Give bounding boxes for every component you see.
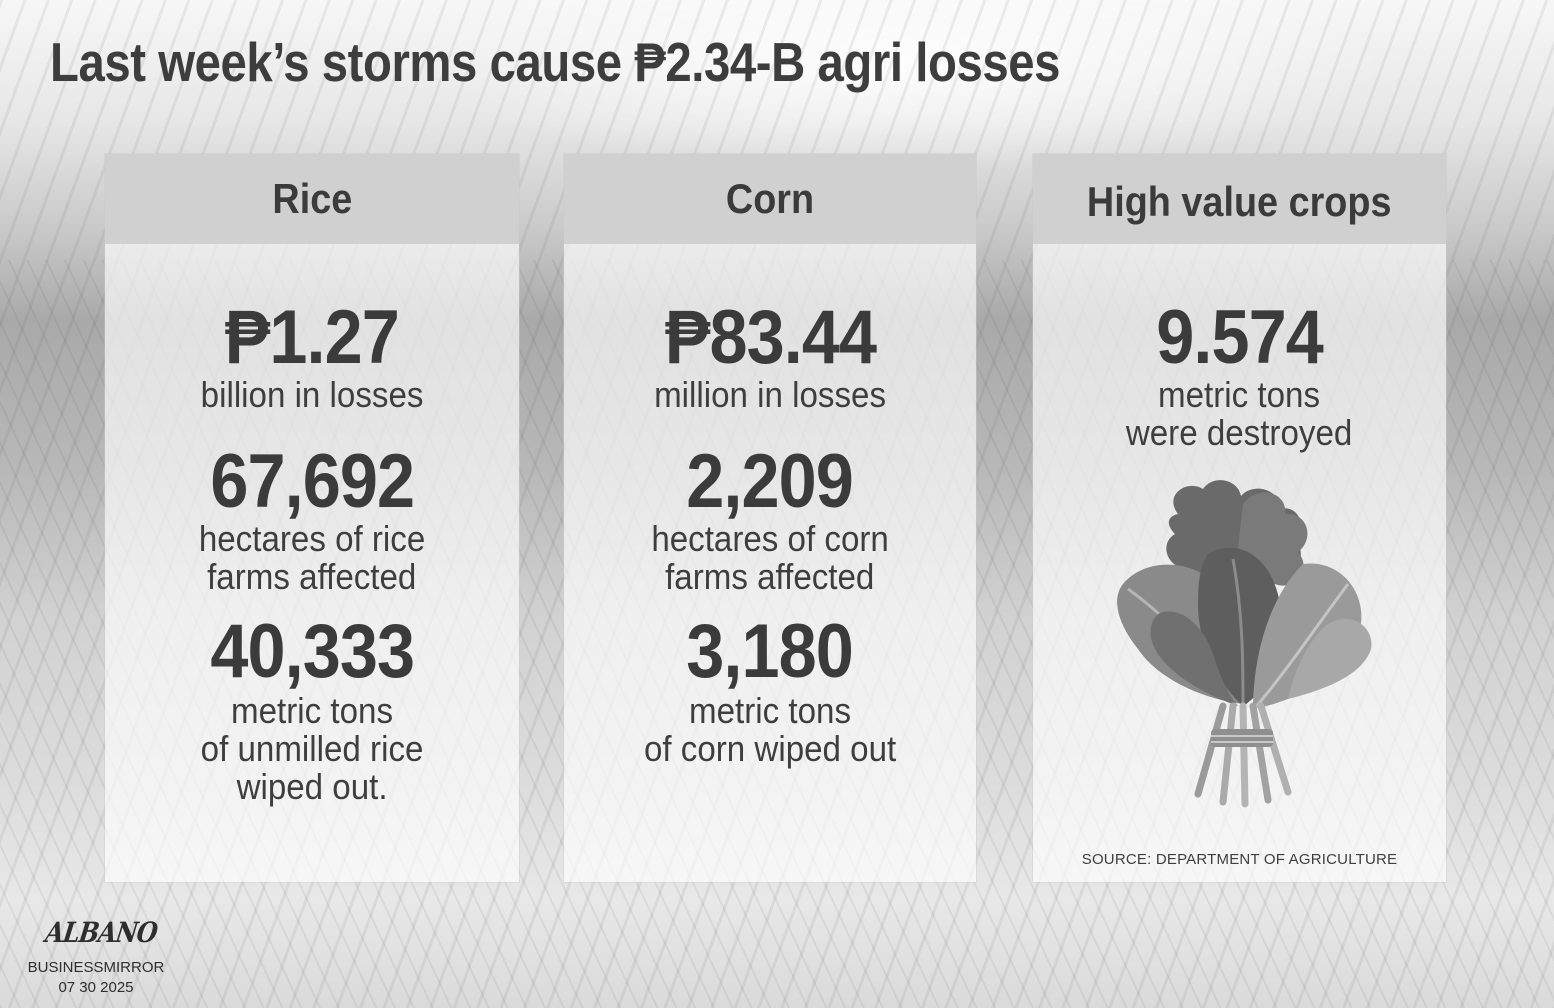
high-value-tons-desc-line1: metric tons bbox=[1158, 374, 1321, 415]
high-value-crops-card: High value crops 9.574 metric tons were … bbox=[1033, 154, 1446, 882]
corn-hectares-desc-line1: hectares of corn bbox=[651, 518, 889, 559]
leafy-greens-leaves bbox=[1117, 480, 1372, 709]
rice-card-header: Rice bbox=[105, 154, 519, 244]
rice-card: Rice ₱1.27 billion in losses 67,692 hect… bbox=[105, 154, 519, 882]
rice-loss-desc: billion in losses bbox=[200, 374, 424, 415]
high-value-crops-card-title: High value crops bbox=[1087, 178, 1392, 225]
page-title: Last week’s storms cause ₱2.34-B agri lo… bbox=[50, 31, 1060, 93]
rice-tons-value: 40,333 bbox=[210, 609, 415, 694]
rice-tons-desc-line2: of unmilled rice bbox=[200, 728, 424, 769]
corn-tons-value: 3,180 bbox=[686, 609, 855, 694]
corn-loss-desc: million in losses bbox=[654, 374, 886, 415]
high-value-tons-desc-line2: were destroyed bbox=[1126, 412, 1353, 453]
artist-signature: ALBANO bbox=[43, 916, 160, 949]
leafy-greens-stems bbox=[1194, 702, 1292, 808]
corn-tons-desc-line2: of corn wiped out bbox=[643, 728, 897, 769]
publication-date: 07 30 2025 bbox=[58, 979, 134, 996]
publisher-name: BUSINESSMIRROR bbox=[27, 959, 165, 976]
source-note: SOURCE: DEPARTMENT OF AGRICULTURE bbox=[1081, 851, 1398, 868]
corn-card-header: Corn bbox=[564, 154, 976, 244]
leafy-greens-icon bbox=[1117, 480, 1372, 808]
corn-tons-desc-line1: metric tons bbox=[689, 690, 851, 731]
high-value-tons-value: 9.574 bbox=[1156, 295, 1324, 380]
rice-tons-desc-line1: metric tons bbox=[231, 690, 393, 731]
rice-hectares-desc-line2: farms affected bbox=[207, 556, 417, 597]
corn-loss-value: ₱83.44 bbox=[664, 295, 876, 380]
corn-card: Corn ₱83.44 million in losses 2,209 hect… bbox=[564, 154, 976, 882]
corn-hectares-desc-line2: farms affected bbox=[665, 556, 875, 597]
corn-card-title: Corn bbox=[725, 175, 815, 222]
rice-tons-desc-line3: wiped out. bbox=[236, 766, 388, 807]
rice-hectares-desc-line1: hectares of rice bbox=[198, 518, 426, 559]
publisher-credit: BUSINESSMIRROR 07 30 2025 bbox=[26, 958, 166, 998]
high-value-crops-card-header: High value crops bbox=[1033, 154, 1446, 244]
rice-card-title: Rice bbox=[272, 175, 352, 222]
corn-hectares-value: 2,209 bbox=[686, 439, 855, 524]
rice-hectares-value: 67,692 bbox=[210, 439, 415, 524]
rice-loss-value: ₱1.27 bbox=[224, 295, 400, 380]
